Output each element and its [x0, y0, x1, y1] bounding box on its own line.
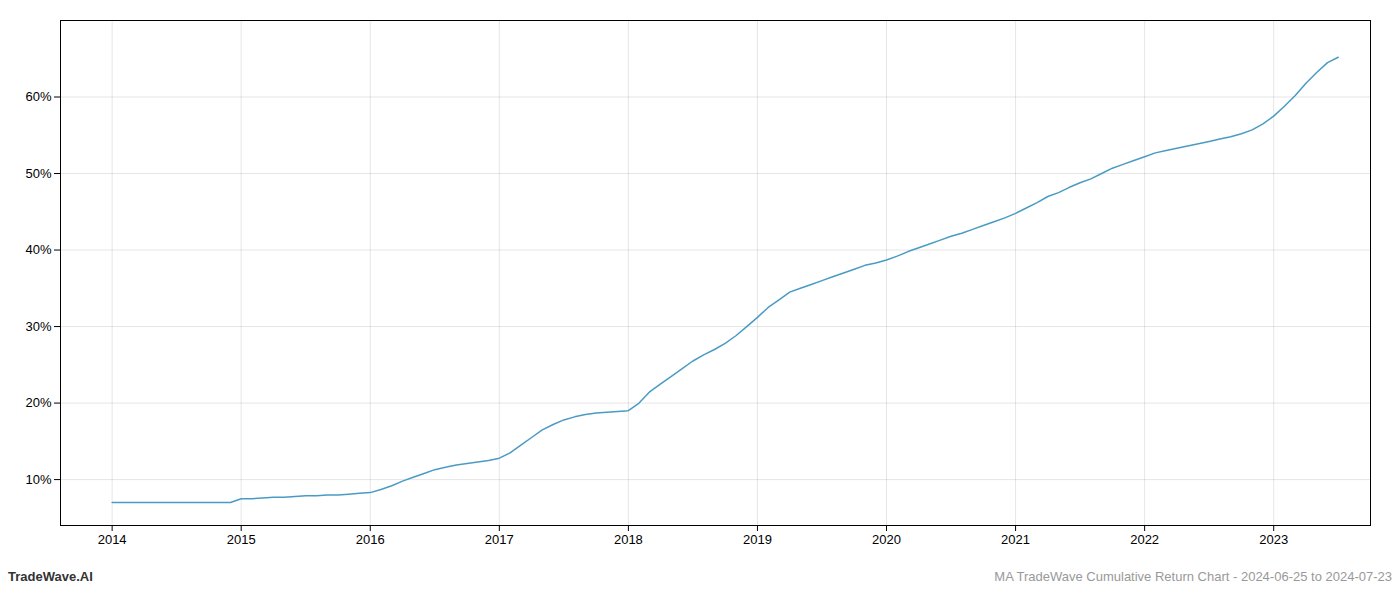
svg-text:10%: 10% [25, 472, 51, 487]
svg-text:2021: 2021 [1001, 532, 1030, 547]
svg-text:20%: 20% [25, 395, 51, 410]
svg-text:40%: 40% [25, 242, 51, 257]
svg-text:2020: 2020 [872, 532, 901, 547]
svg-text:50%: 50% [25, 166, 51, 181]
svg-text:2023: 2023 [1259, 532, 1288, 547]
svg-text:2019: 2019 [743, 532, 772, 547]
svg-text:2014: 2014 [98, 532, 127, 547]
svg-text:2018: 2018 [614, 532, 643, 547]
svg-text:2022: 2022 [1130, 532, 1159, 547]
svg-text:30%: 30% [25, 319, 51, 334]
html-text:TradeWave.AI: TradeWave.AI [8, 569, 93, 584]
svg-text:2016: 2016 [356, 532, 385, 547]
svg-text:2017: 2017 [485, 532, 514, 547]
svg-text:60%: 60% [25, 89, 51, 104]
svg-text:2015: 2015 [227, 532, 256, 547]
html-text:MA TradeWave Cumulative Return: MA TradeWave Cumulative Return Chart - 2… [994, 569, 1392, 584]
